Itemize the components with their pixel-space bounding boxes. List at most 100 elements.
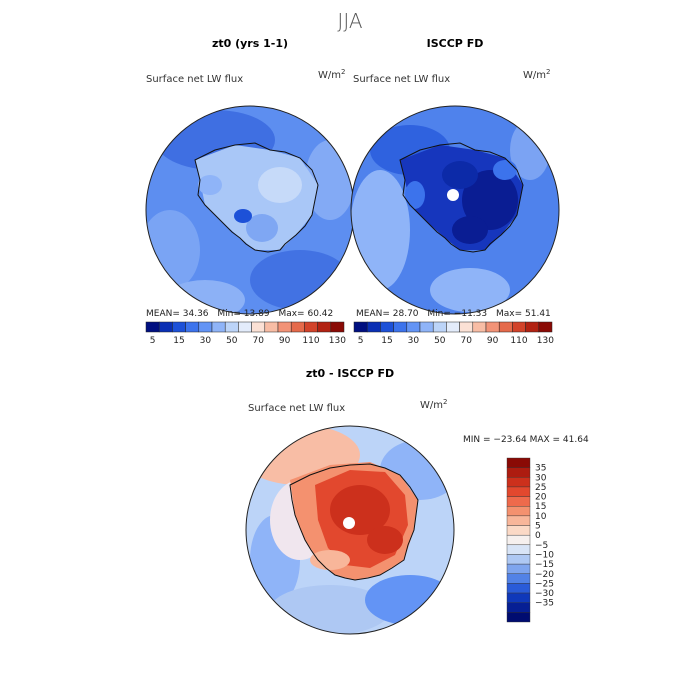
colorbar-tick-label: 130 (537, 336, 554, 346)
panel-subtitle: Surface net LW flux (146, 74, 243, 85)
colorbar-tick-label: 30 (200, 336, 212, 346)
stats-line: MEAN= 34.36 Min= 13.89 Max= 60.42 (146, 309, 333, 319)
colorbar-cell (393, 321, 408, 333)
colorbar-cell (366, 321, 381, 333)
colorbar-tick-label: 15 (381, 336, 392, 346)
colorbar-cell (506, 583, 531, 594)
coastline (289, 463, 419, 581)
panel-model: zt0 (yrs 1-1) Surface net LW flux W/m2 M… (145, 37, 355, 346)
map-field (146, 106, 354, 314)
colorbar-cell (290, 321, 305, 333)
colorbar-cell (380, 321, 394, 333)
colorbar-tick-label: 110 (510, 336, 527, 346)
colorbar-cell (506, 467, 531, 478)
colorbar-cell (277, 321, 292, 333)
colorbar-cell (506, 525, 531, 536)
colorbar-tick-label: 50 (226, 336, 238, 346)
colorbar-cell (485, 321, 500, 333)
pole-hole (447, 189, 459, 201)
coastline (399, 142, 524, 253)
colorbar-cell (506, 506, 531, 517)
panel-title: zt0 - ISCCP FD (306, 367, 394, 380)
colorbar-tick-label: 15 (535, 502, 546, 512)
colorbar-cell (304, 321, 318, 333)
colorbar-tick-label: 25 (535, 483, 546, 493)
colorbar-tick-label: −20 (535, 570, 554, 580)
colorbar-cell (506, 496, 531, 507)
colorbar-tick-label: 35 (535, 464, 546, 474)
colorbar-cell (506, 544, 531, 555)
colorbar-cell (224, 321, 239, 333)
colorbar-cell (506, 477, 531, 488)
colorbar-tick-label: 10 (535, 512, 547, 522)
colorbar-tick-label: −5 (535, 541, 548, 551)
colorbar-cell (506, 457, 531, 468)
colorbar-tick-label: 90 (279, 336, 291, 346)
panel-subtitle: Surface net LW flux (353, 74, 450, 85)
colorbar-tick-label: 50 (434, 336, 446, 346)
map-boundary (245, 425, 455, 635)
colorbar-cell (158, 321, 173, 333)
colorbar-cell (506, 534, 531, 546)
colorbar-tick-label: 110 (302, 336, 319, 346)
panel-units: W/m2 (318, 68, 345, 81)
colorbar-tick-label: −35 (535, 599, 554, 609)
colorbar-cell (198, 321, 213, 333)
colorbar-cell (498, 321, 513, 333)
colorbar-tick-label: −30 (535, 589, 554, 599)
colorbar-cell (145, 321, 160, 333)
colorbar-cell (317, 321, 332, 333)
colorbar-cell (512, 321, 526, 333)
colorbar-cell (506, 486, 531, 497)
colorbar-cell (525, 321, 540, 333)
colorbar-cell (264, 321, 279, 333)
stats-line: MEAN= 28.70 Min= −11.33 Max= 51.41 (356, 309, 551, 319)
page-title: JJA (337, 9, 362, 33)
colorbar-tick-label: 70 (252, 336, 264, 346)
colorbar-cell (506, 563, 531, 574)
colorbar-cell (506, 554, 531, 565)
map-boundary (350, 105, 560, 315)
colorbar-tick-label: 30 (535, 473, 547, 483)
colorbar-cell (172, 321, 186, 333)
colorbar-tick-label: −25 (535, 579, 554, 589)
colorbar-cell (506, 612, 531, 623)
colorbar-cell (432, 321, 447, 333)
colorbar-tick-label: 5 (535, 522, 541, 532)
colorbar-cell (185, 321, 200, 333)
panel-units: W/m2 (420, 398, 447, 411)
colorbar-tick-label: 20 (535, 493, 547, 503)
colorbar-cell (238, 321, 252, 333)
panel-subtitle: Surface net LW flux (248, 403, 345, 414)
colorbar-cell (446, 321, 460, 333)
colorbar-tick-label: 70 (460, 336, 472, 346)
map-field (246, 426, 454, 634)
colorbar-tick-label: 5 (358, 336, 364, 346)
colorbar-cell (419, 321, 434, 333)
colorbar-tick-label: −10 (535, 550, 554, 560)
colorbar-cell (353, 321, 368, 333)
colorbar: 5 15 30 50 70 90 110 130 (145, 321, 346, 346)
colorbar-cell (472, 321, 487, 333)
colorbar-tick-label: 0 (535, 531, 541, 541)
coastline (194, 142, 319, 253)
map-field (351, 106, 559, 314)
colorbar-tick-label: 90 (487, 336, 499, 346)
stats-line: MIN = −23.64 MAX = 41.64 (463, 435, 589, 445)
colorbar-tick-label: 5 (150, 336, 156, 346)
panel-title: ISCCP FD (427, 37, 484, 50)
pole-hole (343, 517, 355, 529)
colorbar-cell (538, 321, 553, 333)
panel-units: W/m2 (523, 68, 550, 81)
colorbar-cell (506, 592, 531, 603)
colorbar-cell (330, 321, 345, 333)
colorbar-tick-label: −15 (535, 560, 554, 570)
colorbar-cell (406, 321, 421, 333)
panel-difference: zt0 - ISCCP FD Surface net LW flux W/m2 … (245, 367, 589, 635)
colorbar: 5 15 30 50 70 90 110 130 (353, 321, 554, 346)
panel-title: zt0 (yrs 1-1) (212, 37, 288, 50)
panel-observed: ISCCP FD Surface net LW flux W/m2 MEAN= … (350, 37, 560, 346)
colorbar-cell (211, 321, 226, 333)
